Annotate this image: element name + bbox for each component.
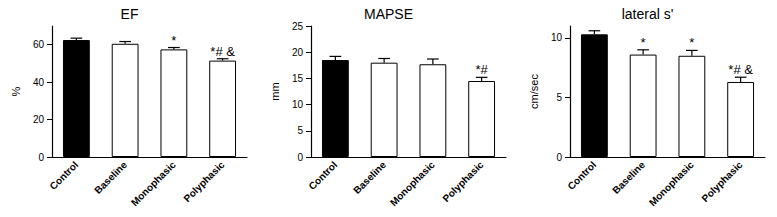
- svg-text:5: 5: [297, 125, 303, 136]
- svg-text:Control: Control: [306, 159, 339, 192]
- svg-text:60: 60: [33, 39, 45, 50]
- svg-text:*: *: [689, 35, 694, 50]
- svg-text:*# &: *# &: [728, 62, 753, 77]
- svg-text:10: 10: [292, 99, 304, 110]
- svg-text:15: 15: [292, 73, 304, 84]
- svg-text:25: 25: [292, 21, 304, 32]
- svg-text:*#: *#: [475, 62, 488, 77]
- svg-text:*: *: [171, 33, 176, 48]
- svg-text:%: %: [10, 86, 22, 96]
- svg-text:*: *: [641, 35, 646, 50]
- svg-text:20: 20: [292, 47, 304, 58]
- svg-text:Baseline: Baseline: [92, 159, 129, 196]
- svg-text:MAPSE: MAPSE: [364, 6, 413, 22]
- svg-text:Control: Control: [47, 159, 80, 192]
- svg-text:Monophasic: Monophasic: [647, 159, 696, 208]
- svg-text:0: 0: [38, 152, 44, 163]
- svg-text:lateral s': lateral s': [622, 6, 674, 22]
- svg-text:Monophasic: Monophasic: [129, 159, 178, 208]
- svg-text:0: 0: [297, 152, 303, 163]
- svg-text:Polyphasic: Polyphasic: [181, 159, 226, 204]
- svg-text:mm: mm: [269, 82, 281, 100]
- svg-text:Baseline: Baseline: [610, 159, 647, 196]
- svg-text:Control: Control: [565, 159, 598, 192]
- svg-text:0: 0: [556, 152, 562, 163]
- svg-text:*# &: *# &: [210, 44, 235, 59]
- svg-text:20: 20: [33, 114, 45, 125]
- svg-text:Baseline: Baseline: [351, 159, 388, 196]
- svg-text:40: 40: [33, 77, 45, 88]
- svg-text:5: 5: [556, 92, 562, 103]
- svg-text:Monophasic: Monophasic: [388, 159, 437, 208]
- svg-text:EF: EF: [121, 6, 139, 22]
- svg-text:10: 10: [551, 32, 563, 43]
- svg-text:Polyphasic: Polyphasic: [440, 159, 485, 204]
- svg-text:cm/sec: cm/sec: [528, 74, 540, 109]
- svg-text:Polyphasic: Polyphasic: [699, 159, 744, 204]
